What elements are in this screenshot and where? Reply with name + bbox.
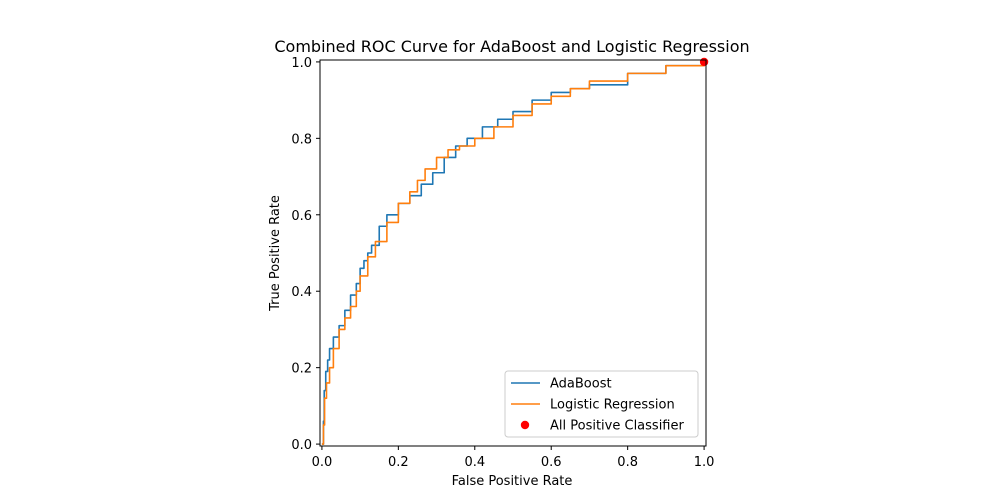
legend-label: AdaBoost [550,377,612,392]
legend-label: Logistic Regression [550,398,675,413]
legend: AdaBoost Logistic Regression All Positive … [504,370,699,438]
chart-title: Combined ROC Curve for AdaBoost and Logi… [274,37,749,56]
scatter-point [699,57,709,67]
legend-swatch-marker [520,420,530,430]
y-tick-label: 0.0 [291,438,312,453]
axes-frame [319,59,707,447]
legend-box [504,370,699,438]
y-tick-label: 0.6 [291,209,312,224]
y-tick-label: 0.2 [291,362,312,377]
y-tick-label: 0.4 [291,285,312,300]
x-axis-label: False Positive Rate [452,474,573,489]
axis-ticks: 0.0 0.2 0.4 0.6 0.8 1.0 0.0 0.2 0.4 0.6 0.8 1.0 [291,56,714,470]
legend-label: All Positive Classifier [550,419,684,434]
y-tick-label: 1.0 [291,56,312,71]
x-tick-label: 0.4 [464,455,485,470]
x-tick-label: 0.0 [312,455,333,470]
x-tick-label: 0.2 [388,455,409,470]
series-line-2 [321,61,705,445]
x-tick-label: 0.8 [617,455,638,470]
y-axis-label: True Positive Rate [268,195,283,312]
x-tick-label: 1.0 [694,455,715,470]
x-tick-label: 0.6 [541,455,562,470]
y-tick-label: 0.8 [291,132,312,147]
